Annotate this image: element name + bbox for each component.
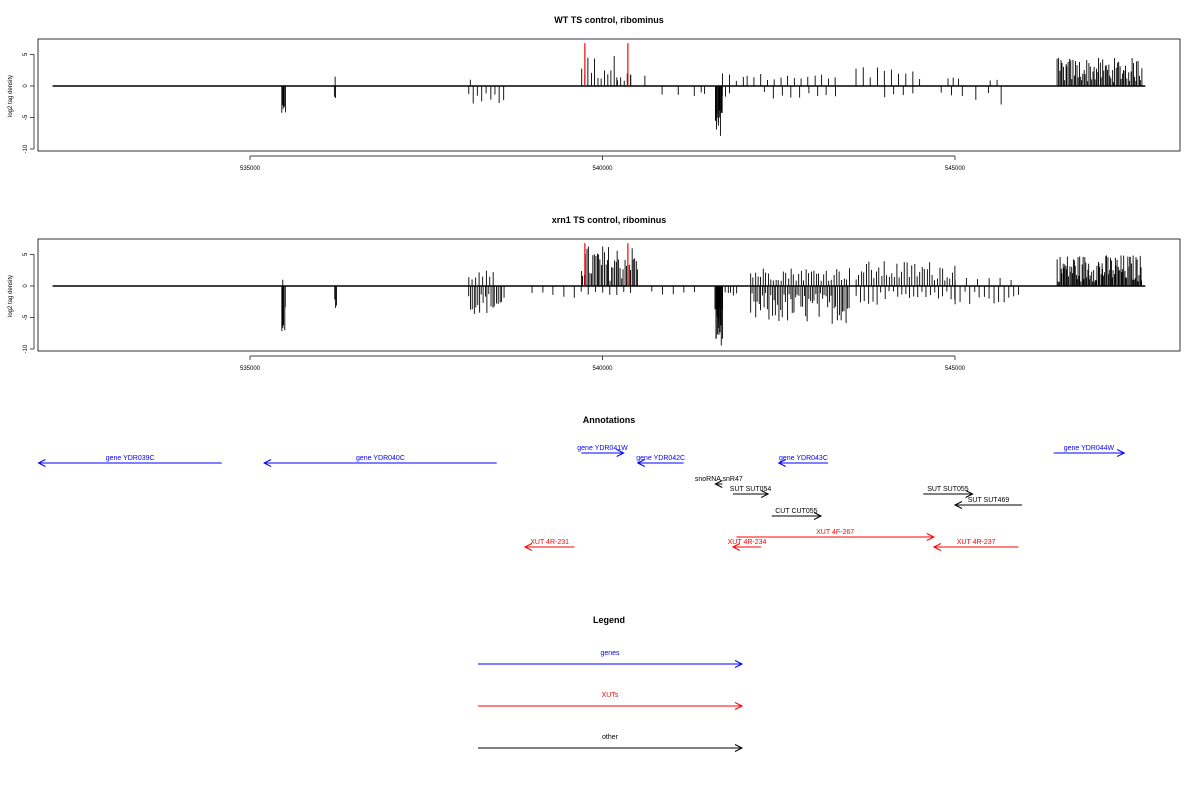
feature-label: gene YDR042C: [636, 455, 685, 462]
feature-label: SUT SUT054: [730, 486, 772, 493]
arrow-head: [523, 543, 533, 551]
x-tick-label: 535000: [240, 166, 261, 172]
feature-arrow: XUT 4F-267: [736, 529, 935, 541]
feature-arrow: SUT SUT055: [923, 486, 974, 498]
feature-arrow: XUT 4R-231: [523, 539, 575, 551]
y-tick-label: 5: [23, 252, 29, 256]
arrow-head: [965, 490, 974, 498]
feature-label: CUT CUT055: [775, 508, 817, 515]
feature-label: SUT SUT469: [968, 497, 1010, 504]
feature-label: gene YDR040C: [356, 455, 405, 462]
arrow-head: [636, 459, 645, 467]
legend-item: XUTs: [478, 692, 744, 710]
feature-label: gene YDR043C: [779, 455, 828, 462]
feature-label: SUT SUT055: [927, 486, 969, 493]
feature-label: gene YDR041W: [577, 445, 628, 452]
xrn1-density-panel: xrn1 TS control, ribominus log2 tag dens…: [8, 215, 1181, 372]
x-tick-label: 545000: [945, 366, 966, 372]
y-tick-label: -5: [23, 314, 29, 320]
y-axis-label: log2 tag density: [8, 275, 14, 317]
feature-label: gene YDR039C: [106, 455, 155, 462]
arrow-head: [760, 490, 770, 498]
feature-arrow: SUT SUT054: [730, 486, 772, 498]
panel-title: WT TS control, ribominus: [554, 15, 664, 25]
legend-arrow-head: [734, 660, 744, 668]
feature-arrow: SUT SUT469: [953, 497, 1022, 509]
arrow-head: [1116, 449, 1126, 457]
feature-label: XUT 4F-267: [816, 529, 854, 536]
x-tick-label: 540000: [592, 166, 613, 172]
arrow-head: [926, 533, 935, 541]
plot-frame: [37, 38, 1181, 152]
y-tick-label: 0: [23, 84, 29, 88]
x-tick-label: 540000: [592, 366, 613, 372]
feature-arrow: gene YDR039C: [37, 455, 222, 467]
x-tick-label: 535000: [240, 366, 261, 372]
feature-arrow: gene YDR041W: [577, 445, 628, 457]
arrow-head: [262, 459, 272, 467]
feature-label: snoRNA snR47: [695, 476, 743, 483]
feature-label: XUT 4R-231: [530, 539, 569, 546]
legend-arrow-head: [734, 702, 744, 710]
legend-arrow-head: [734, 744, 744, 752]
feature-arrow: gene YDR043C: [777, 455, 829, 467]
y-tick-label: -5: [23, 114, 29, 120]
arrow-head: [932, 543, 942, 551]
annotations-title: Annotations: [583, 415, 636, 425]
feature-label: XUT 4R-234: [728, 539, 767, 546]
feature-arrow: CUT CUT055: [771, 508, 823, 520]
y-tick-label: -10: [23, 144, 29, 153]
legend-label: genes: [600, 650, 620, 657]
y-tick-label: 5: [23, 52, 29, 56]
arrow-head: [37, 459, 46, 467]
legend-title: Legend: [593, 615, 625, 625]
annotations-track: Annotations gene YDR039C gene YDR040C gene…: [37, 415, 1126, 551]
feature-arrow: snoRNA snR47: [695, 476, 743, 488]
legend-label: other: [602, 734, 619, 741]
y-tick-label: -10: [23, 344, 29, 353]
arrow-head: [731, 543, 741, 551]
legend: Legend genes XUTs other: [478, 615, 744, 752]
feature-arrow: gene YDR044W: [1053, 445, 1126, 457]
arrow-head: [777, 459, 786, 467]
arrow-head: [714, 480, 723, 488]
legend-label: XUTs: [602, 692, 619, 699]
y-tick-label: 0: [23, 284, 29, 288]
legend-item: genes: [478, 650, 744, 668]
feature-arrow: gene YDR042C: [636, 455, 685, 467]
feature-label: gene YDR044W: [1064, 445, 1115, 452]
plot-frame: [37, 238, 1181, 352]
y-axis-label: log2 tag density: [8, 75, 14, 117]
x-tick-label: 545000: [945, 166, 966, 172]
wt-density-panel: WT TS control, ribominus log2 tag densit…: [8, 15, 1181, 172]
feature-label: XUT 4R-237: [957, 539, 996, 546]
arrow-head: [953, 501, 963, 509]
arrow-head: [813, 512, 823, 520]
panel-title: xrn1 TS control, ribominus: [552, 215, 667, 225]
feature-arrow: XUT 4R-234: [728, 539, 767, 551]
arrow-head: [616, 449, 625, 457]
feature-arrow: XUT 4R-237: [932, 539, 1019, 551]
legend-item: other: [478, 734, 744, 752]
feature-arrow: gene YDR040C: [262, 455, 497, 467]
